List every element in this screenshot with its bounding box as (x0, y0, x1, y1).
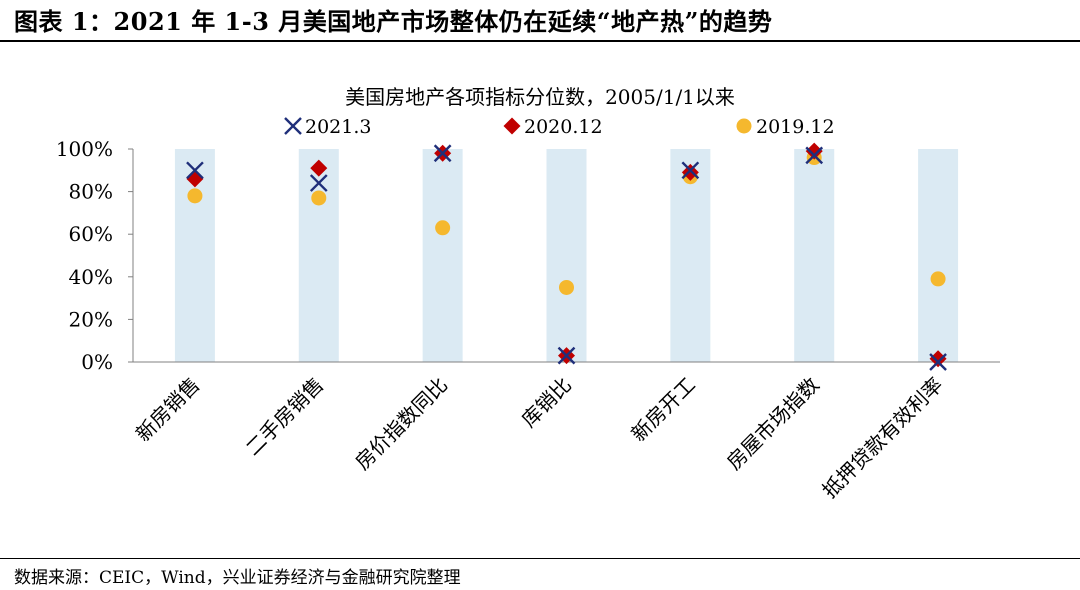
figure-title: 图表 1：2021 年 1-3 月美国地产市场整体仍在延续“地产热”的趋势 (14, 7, 773, 36)
band-7 (918, 149, 959, 362)
point-circle (187, 188, 203, 204)
point-diamond (805, 142, 823, 160)
point-x-stroke-b (309, 174, 328, 192)
point-diamond (310, 159, 328, 177)
x-tick-label: 库销比 (517, 373, 576, 432)
band-5 (670, 149, 711, 362)
band-6 (794, 149, 835, 362)
band-4 (546, 149, 587, 362)
point-circle (311, 190, 327, 206)
point-x-stroke-b (557, 346, 576, 365)
point-circle (559, 279, 574, 295)
x-tick-label: 抵押贷款有效利率 (817, 373, 947, 503)
legend-label: 2020.12 (524, 116, 603, 138)
point-x-stroke-b (805, 146, 824, 165)
point-x (681, 161, 700, 180)
point-x-stroke-b (433, 144, 452, 163)
point-x (805, 146, 824, 165)
y-tick-label: 80% (69, 180, 113, 204)
legend: 2021.3 2020.12 2019.12 (284, 116, 835, 138)
source-note: 数据来源：CEIC，Wind，兴业证券经济与金融研究院整理 (14, 568, 461, 588)
point-diamond (929, 350, 947, 368)
bands (174, 149, 959, 362)
x-tick-label: 新房销售 (131, 373, 205, 447)
point-x-stroke-b (681, 161, 700, 180)
point-x (309, 174, 328, 192)
legend-label: 2019.12 (756, 116, 835, 138)
x-tick-label: 房价指数同比 (350, 373, 452, 475)
chart-title: 美国房地产各项指标分位数，2005/1/1以来 (345, 85, 735, 109)
legend-marker-diamond (503, 117, 521, 135)
y-tick-label: 100% (56, 137, 113, 161)
x-tick-label: 新房开工 (626, 373, 700, 447)
point-x-stroke-b (186, 161, 204, 180)
legend-marker-x (284, 117, 302, 135)
point-x (929, 353, 947, 371)
legend-marker-x-stroke-b (284, 117, 302, 135)
point-x-stroke-b (929, 353, 947, 371)
band-3 (422, 149, 463, 362)
point-x (557, 346, 576, 365)
point-x (433, 144, 452, 163)
x-tick-label: 二手房销售 (241, 373, 329, 461)
band-2 (298, 149, 339, 362)
data-points (186, 142, 947, 371)
legend-label: 2021.3 (305, 116, 371, 138)
point-diamond (681, 163, 699, 181)
y-tick-label: 0% (81, 350, 113, 374)
chart: 美国房地产各项指标分位数，2005/1/1以来 2021.3 2020.12 201… (56, 85, 1000, 503)
y-tick-label: 20% (69, 307, 113, 331)
y-tick-label: 60% (69, 222, 113, 246)
footer-rule (0, 558, 1080, 559)
y-tick-label: 40% (69, 265, 113, 289)
point-x (186, 161, 204, 180)
legend-marker-circle (736, 118, 752, 134)
point-circle (930, 271, 946, 287)
point-circle (435, 220, 451, 236)
title-rule (0, 40, 1080, 42)
x-tick-label: 房屋市场指数 (722, 373, 824, 475)
